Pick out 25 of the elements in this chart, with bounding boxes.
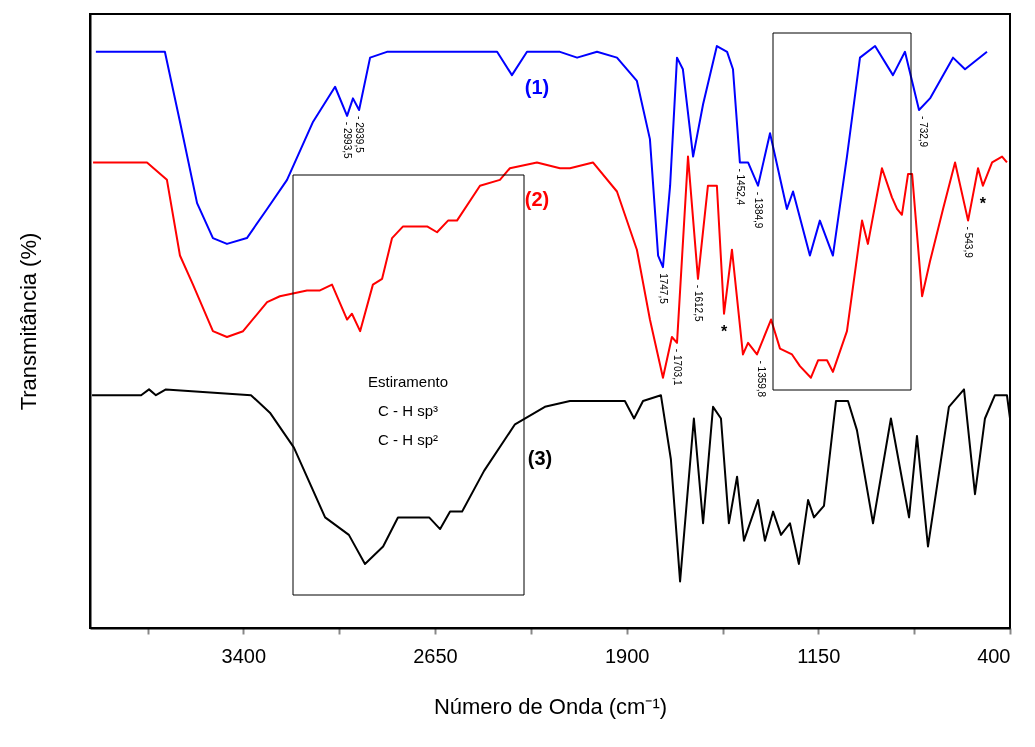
annotation: * — [720, 322, 728, 340]
series-label: (1) — [524, 76, 550, 98]
series-label: (3) — [527, 447, 553, 469]
y-axis-title: Transmitância (%) — [15, 232, 41, 411]
annotation: - 2939,5 — [354, 116, 366, 154]
x-tick-label: 2650 — [413, 644, 458, 667]
annotation: - 1452,4 — [734, 168, 746, 206]
annotation: - 1384,9 — [753, 191, 765, 229]
annotation: - 1703,1 — [672, 348, 684, 386]
x-tick-label: 1900 — [604, 644, 650, 667]
annotation: C - H sp³ — [378, 402, 438, 419]
x-tick-label: 3400 — [221, 644, 267, 667]
x-tick-label: 400 — [977, 644, 1011, 667]
annotation: Estiramento — [367, 373, 449, 390]
annotation: - 543,9 — [963, 226, 975, 259]
x-tick-label: 1150 — [797, 644, 841, 667]
annotation: C - H sp² — [378, 431, 438, 448]
annotation: - 732,9 — [918, 116, 930, 148]
annotation: - 1612,5 — [692, 284, 704, 322]
annotation: - 1359,8 — [755, 360, 767, 398]
x-axis-title: Número de Onda (cm⁻¹) — [433, 693, 668, 719]
series-label: (2) — [524, 188, 550, 210]
annotation: - 2993,5 — [342, 121, 354, 159]
annotation: 1747,5 — [657, 273, 669, 305]
annotation: * — [979, 194, 987, 212]
